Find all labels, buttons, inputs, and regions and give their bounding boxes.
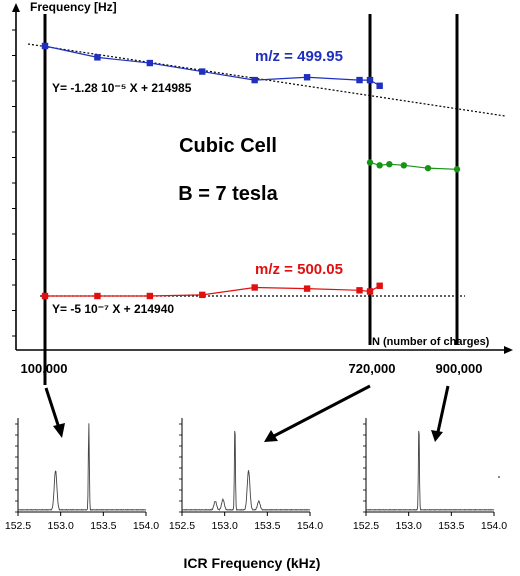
spectrum-trace (181, 430, 311, 511)
main-chart: Frequency [Hz] N (number of charges) m/z… (12, 0, 513, 385)
data-point (251, 284, 258, 291)
spectrum-x-tick-label: 153.0 (212, 520, 238, 532)
series-lower (41, 282, 383, 300)
y-axis-arrow (12, 3, 20, 12)
data-point (366, 76, 374, 84)
series-green-line (369, 161, 458, 170)
data-point (303, 74, 311, 81)
arrow-to-spectrum-3 (436, 385, 450, 433)
spectrum-x-tick-label: 153.5 (90, 520, 116, 532)
data-point (199, 291, 206, 299)
spectra-x-axis-label: ICR Frequency (kHz) (184, 555, 321, 571)
data-point (41, 42, 49, 50)
data-point (356, 76, 363, 84)
data-point (356, 287, 363, 294)
data-point (366, 159, 374, 166)
data-point (400, 162, 408, 169)
data-point (424, 164, 432, 172)
data-point (94, 54, 101, 61)
data-point (146, 292, 154, 300)
spectrum-x-tick-label: 154.0 (133, 520, 159, 532)
series-lower-label: m/z = 500.05 (255, 261, 343, 278)
arrow-head-2 (264, 430, 278, 442)
data-point (303, 285, 311, 292)
data-point (146, 59, 154, 67)
spectrum-x-tick-label: 152.5 (169, 520, 195, 532)
arrow-to-spectrum-2 (273, 384, 371, 438)
series-upper-label: m/z = 499.95 (255, 48, 343, 65)
x-tick-label-720000: 720,000 (349, 361, 396, 376)
x-tick-label-900000: 900,000 (436, 361, 483, 376)
spectrum-x-tick-label: 154.0 (481, 520, 507, 532)
x-tick-label-100000: 100,000 (21, 361, 68, 376)
x-axis-arrow (504, 346, 513, 354)
arrow-head-3 (431, 430, 443, 442)
fit-equation-upper: Y= -1.28 10⁻⁵ X + 214985 (52, 81, 192, 95)
y-axis-label: Frequency [Hz] (30, 0, 117, 14)
stray-dot (498, 476, 500, 478)
spectrum-x-tick-label: 153.0 (48, 520, 74, 532)
spectrum-x-tick-label: 152.5 (353, 520, 379, 532)
arrow-to-spectrum-1 (44, 387, 61, 429)
data-point (376, 282, 383, 289)
x-axis-label: N (number of charges) (372, 336, 490, 348)
spectrum-trace (17, 423, 147, 511)
fit-equation-lower: Y= -5 10⁻⁷ X + 214940 (52, 302, 174, 316)
spectrum-x-tick-label: 152.5 (5, 520, 31, 532)
spectrum-x-tick-label: 153.0 (396, 520, 422, 532)
callout-arrows (44, 384, 450, 442)
spectrum-x-tick-label: 154.0 (297, 520, 323, 532)
data-point (453, 166, 461, 173)
spectrum-panel-1: 152.5 153.0 153.5 154.0 (5, 418, 159, 532)
data-point (251, 76, 258, 84)
spectrum-trace (365, 430, 495, 511)
data-point (366, 288, 374, 295)
arrow-head-1 (53, 423, 65, 438)
cell-label: Cubic Cell (179, 135, 277, 157)
field-label: B = 7 tesla (178, 183, 278, 205)
series-upper (41, 42, 383, 89)
y-axis-ticks (12, 29, 16, 337)
data-point (376, 162, 383, 169)
data-point (41, 292, 49, 300)
spectrum-x-tick-label: 153.5 (438, 520, 464, 532)
series-green (366, 159, 461, 173)
data-point (376, 82, 383, 89)
data-point (199, 68, 206, 75)
spectrum-x-tick-label: 153.5 (254, 520, 280, 532)
data-point (94, 292, 101, 300)
spectrum-panel-3: 152.5 153.0 153.5 154.0 (353, 418, 507, 532)
data-point (386, 160, 393, 168)
spectrum-panel-2: 152.5 153.0 153.5 154.0 (169, 418, 323, 532)
